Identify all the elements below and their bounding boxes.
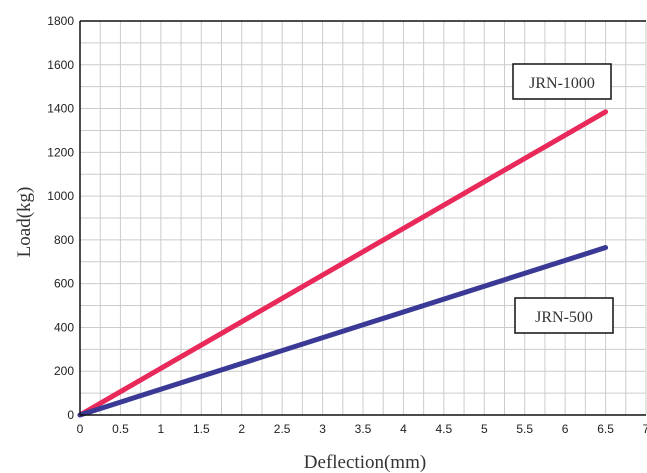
series-label-box xyxy=(512,63,612,100)
y-tick-label: 800 xyxy=(54,233,74,247)
x-axis-title: Deflection(mm) xyxy=(304,452,426,473)
x-tick-label: 1.5 xyxy=(193,422,210,436)
x-tick-label: 3.5 xyxy=(355,422,372,436)
x-tick-label: 2.5 xyxy=(274,422,291,436)
x-tick-label: 0.5 xyxy=(112,422,129,436)
x-tick-label: 6.5 xyxy=(597,422,614,436)
series-layer xyxy=(77,109,609,418)
x-tick-label: 4.5 xyxy=(436,422,453,436)
y-tick-label: 1800 xyxy=(47,14,74,28)
y-tick-label: 1600 xyxy=(47,58,74,72)
series-line-0 xyxy=(77,109,609,418)
x-tick-label: 7 xyxy=(643,422,647,436)
x-tick-label: 5.5 xyxy=(516,422,533,436)
series-line-1 xyxy=(77,245,609,418)
y-tick-label: 0 xyxy=(67,408,74,422)
y-tick-label: 600 xyxy=(54,277,74,291)
x-tick-label: 3 xyxy=(319,422,326,436)
series-label-box xyxy=(514,297,614,334)
y-tick-label: 1000 xyxy=(47,189,74,203)
y-tick-label: 1400 xyxy=(47,102,74,116)
axes: 0 0.5 1 1.5 2 2.5 3 3.5 4 4.5 5 5.5 6 6.5 7 0 200 400 600 8… xyxy=(47,14,647,436)
series-labels: JRN-1000 JRN-500 xyxy=(512,63,614,334)
y-tick-label: 1200 xyxy=(47,145,74,159)
x-tick-label: 4 xyxy=(400,422,407,436)
x-tick-label: 2 xyxy=(238,422,245,436)
x-tick-label: 1 xyxy=(158,422,165,436)
series-label-text: JRN-500 xyxy=(535,309,593,326)
x-tick-label: 6 xyxy=(562,422,569,436)
x-tick-label: 5 xyxy=(481,422,488,436)
x-tick-label: 0 xyxy=(77,422,84,436)
y-tick-label: 200 xyxy=(54,364,74,378)
y-axis-title: Load(kg) xyxy=(14,187,35,258)
y-tick-label: 400 xyxy=(54,320,74,334)
series-label-text: JRN-1000 xyxy=(529,75,595,92)
